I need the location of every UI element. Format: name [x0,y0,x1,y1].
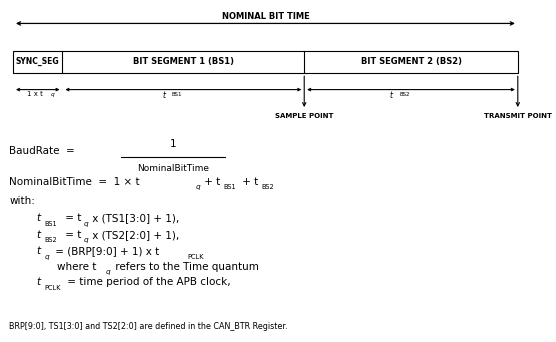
Text: BS1: BS1 [44,221,57,227]
Text: with:: with: [9,196,35,206]
Text: BRP[9:0], TS1[3:0] and TS2[2:0] are defined in the CAN_BTR Register.: BRP[9:0], TS1[3:0] and TS2[2:0] are defi… [9,322,288,331]
Text: + t: + t [201,177,220,187]
Text: PCLK: PCLK [187,254,204,260]
Bar [13,51,518,73]
Text: = t: = t [62,213,82,223]
Text: q: q [84,237,88,244]
Text: t: t [390,91,393,100]
Text: = (BRP[9:0] + 1) x t: = (BRP[9:0] + 1) x t [52,246,159,256]
Text: t: t [36,277,40,287]
Text: where t: where t [57,262,97,272]
Text: PCLK: PCLK [44,285,61,291]
Text: q: q [44,254,49,260]
Text: BS2: BS2 [262,184,275,190]
Text: NominalBitTime  =  1 × t: NominalBitTime = 1 × t [9,177,140,187]
Text: t: t [36,230,40,240]
Text: q: q [195,184,200,190]
Text: + t: + t [240,177,259,187]
Text: q: q [106,269,111,275]
Text: 1: 1 [170,139,176,149]
Text: BIT SEGMENT 2 (BS2): BIT SEGMENT 2 (BS2) [360,57,461,66]
Text: BS1: BS1 [224,184,236,190]
Text: BaudRate  =: BaudRate = [9,146,75,156]
Text: t: t [36,246,40,256]
Text: BIT SEGMENT 1 (BS1): BIT SEGMENT 1 (BS1) [133,57,234,66]
Text: NOMINAL BIT TIME: NOMINAL BIT TIME [221,12,309,21]
Text: = t: = t [62,230,82,240]
Text: BS2: BS2 [44,237,57,244]
Text: = time period of the APB clock,: = time period of the APB clock, [63,277,230,287]
Text: t: t [36,213,40,223]
Text: NominalBitTime: NominalBitTime [137,164,208,173]
Text: x (TS2[2:0] + 1),: x (TS2[2:0] + 1), [89,230,179,240]
Text: SYNC_SEG: SYNC_SEG [16,57,59,66]
Text: BS2: BS2 [399,92,410,97]
Text: t: t [162,91,165,100]
Text: TRANSMIT POINT: TRANSMIT POINT [484,113,552,119]
Text: BS1: BS1 [172,92,182,97]
Text: q: q [50,92,54,97]
Text: SAMPLE POINT: SAMPLE POINT [275,113,334,119]
Text: x (TS1[3:0] + 1),: x (TS1[3:0] + 1), [89,213,179,223]
Text: 1 x t: 1 x t [27,91,43,97]
Text: refers to the Time quantum: refers to the Time quantum [112,262,259,272]
Text: q: q [84,221,88,227]
